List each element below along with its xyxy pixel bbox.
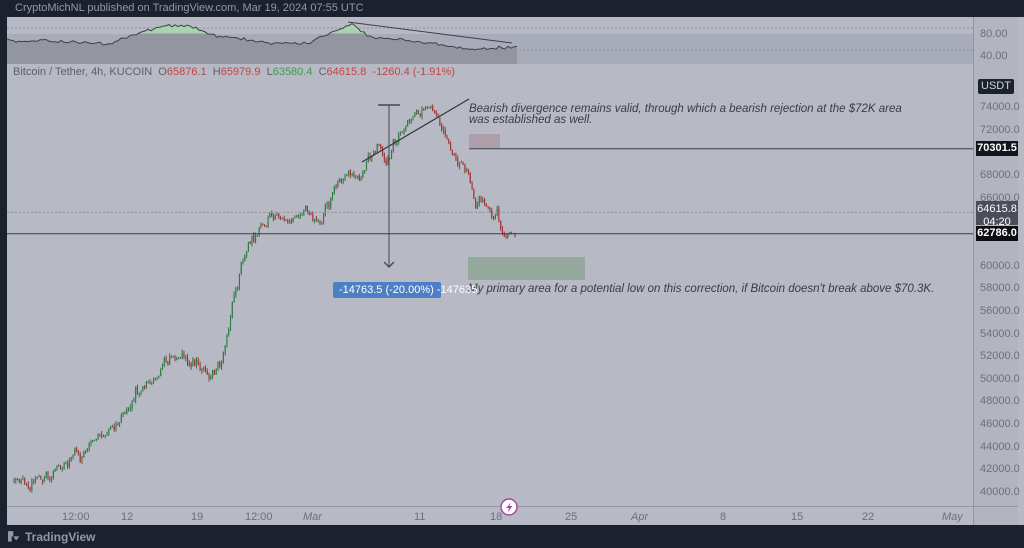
svg-text:My primary area for a potentia: My primary area for a potential low on t… <box>468 283 934 295</box>
svg-text:-14763.5 (-20.00%) -147635: -14763.5 (-20.00%) -147635 <box>339 284 477 296</box>
svg-text:was established as well.: was established as well. <box>469 114 592 126</box>
